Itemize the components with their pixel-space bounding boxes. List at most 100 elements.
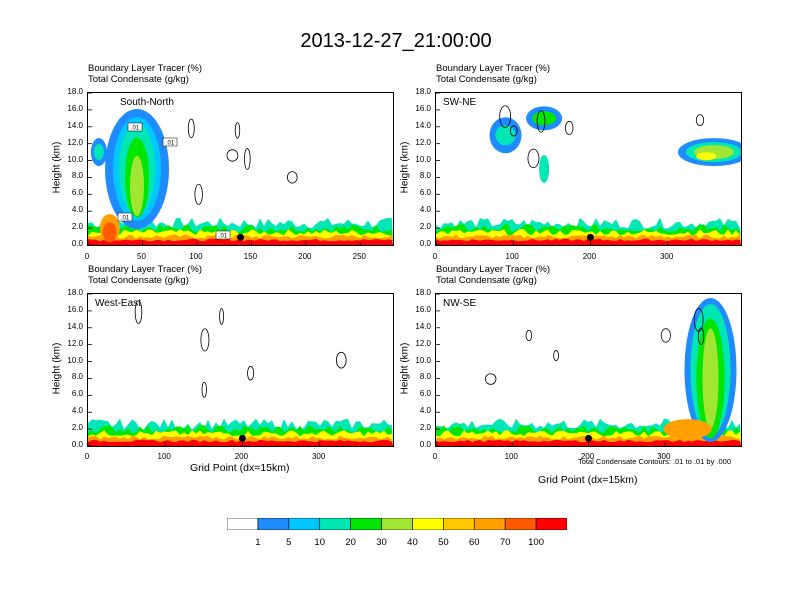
bl-hotspot-core (102, 222, 117, 243)
panel-1-plot-area: .01 .01 .01 .01 (87, 92, 394, 246)
svg-text:.01: .01 (219, 234, 228, 240)
panel-2-section-label: SW-NE (443, 97, 477, 108)
panel-2-ytick: 4.0 (419, 205, 431, 215)
panel-3-title: Boundary Layer Tracer (%) (88, 264, 203, 275)
panel-2-xtick: 200 (582, 252, 597, 261)
tower-base (663, 419, 712, 440)
panel-2-ytick: 0.0 (419, 239, 431, 248)
panel-2-ytick: 12.0 (415, 137, 431, 147)
colorbar-swatch-6 (412, 518, 444, 530)
colorbar (227, 518, 567, 530)
panel-2-xtick: 100 (505, 252, 519, 261)
location-marker (585, 434, 592, 442)
panel-1-ytick: 8.0 (71, 171, 83, 181)
panel-4-ytick: 14.0 (415, 321, 431, 331)
anvil-core (696, 152, 717, 161)
panel-3-ytick: 18.0 (67, 288, 83, 297)
bl-band-4 (436, 238, 741, 245)
colorbar-swatch-7 (443, 518, 475, 530)
panel-4-ytick: 10.0 (415, 355, 431, 365)
contour-label-3: .01 (215, 230, 231, 240)
panel-4-section-label: NW-SE (443, 298, 477, 309)
panel-1-xtick: 0 (84, 252, 90, 261)
colorbar-level-4: 30 (376, 537, 387, 548)
panel-3-subtitle: Total Condensate (g/kg) (88, 275, 189, 286)
panel-1-ytick: 12.0 (67, 137, 83, 147)
colorbar-level-7: 60 (468, 537, 480, 548)
panel-1-subtitle: Total Condensate (g/kg) (88, 74, 189, 85)
panel-4-xtick: 100 (504, 452, 518, 461)
location-marker (238, 434, 246, 442)
condensate-contour-2 (564, 120, 574, 135)
svg-text:.01: .01 (166, 141, 175, 147)
svg-text:.01: .01 (121, 216, 130, 222)
condensate-contour-5 (525, 329, 533, 342)
panel-1-ytick: 10.0 (67, 154, 83, 164)
contour-label-0: .01 (127, 122, 143, 132)
panel-1-ytick: 2.0 (71, 222, 83, 232)
panel-1-ytick: 6.0 (71, 188, 83, 198)
colorbar-swatch-3 (319, 518, 351, 530)
x-axis-title-left: Grid Point (dx=15km) (190, 462, 290, 474)
condensate-contour-1 (219, 308, 225, 325)
panel-2-plot-area (435, 92, 742, 246)
colorbar-swatch-2 (288, 518, 321, 530)
condensate-contour-0 (695, 114, 705, 126)
panel-1-xtick: 100 (189, 252, 203, 261)
panel-3-plot-area (87, 293, 394, 447)
bl-band-4 (88, 439, 393, 446)
panel-1-xtick: 150 (243, 252, 258, 261)
panel-1-ytick: 16.0 (67, 103, 83, 113)
colorbar-level-3: 20 (345, 537, 356, 548)
panel-3-ytick: 16.0 (67, 304, 83, 314)
plume-core (130, 155, 145, 216)
condensate-contour-3 (527, 148, 540, 169)
panel-2-field (436, 93, 741, 245)
condensate-contour-4 (660, 328, 671, 343)
condensate-contour-2 (484, 373, 497, 385)
panel-3-ytick: 12.0 (67, 338, 83, 348)
panel-4-xtick: 200 (580, 452, 595, 461)
condensate-contour-4 (509, 125, 518, 137)
colorbar-swatch-1 (257, 518, 290, 530)
colorbar-swatch-0 (227, 518, 259, 530)
panel-1-xtick: 250 (352, 252, 366, 261)
panel-4-title: Boundary Layer Tracer (%) (436, 264, 551, 275)
panel-2-ytick: 14.0 (415, 120, 431, 130)
tower-core (702, 328, 719, 429)
cloud-left-core (93, 144, 104, 161)
condensate-contour-2 (244, 148, 251, 170)
panel-1-ytick: 14.0 (67, 120, 83, 130)
contour-label-1: .01 (162, 137, 178, 147)
bl-band-4 (88, 238, 393, 245)
x-axis-title-right: Grid Point (dx=15km) (538, 474, 638, 486)
condensate-contour-1 (697, 327, 705, 345)
condensate-contour-4 (234, 122, 241, 139)
condensate-contour-5 (194, 183, 203, 205)
panel-1-xtick: 200 (298, 252, 312, 261)
panel-1-ytick: 4.0 (71, 205, 83, 215)
colorbar-swatch-8 (473, 518, 506, 530)
condensate-contour-3 (201, 381, 207, 398)
colorbar-level-0: 1 (255, 537, 261, 548)
panel-1-field: .01 .01 .01 .01 (88, 93, 393, 245)
panel-2-ytick: 16.0 (415, 103, 431, 113)
panel-3-xtick: 100 (157, 452, 171, 461)
panel-2-title: Boundary Layer Tracer (%) (436, 63, 551, 74)
panel-1-section-label: South-North (120, 97, 174, 108)
panel-2-ytick: 8.0 (419, 171, 431, 181)
condensate-contour-1 (226, 149, 239, 162)
panel-2-ytick: 10.0 (415, 154, 431, 164)
colorbar-level-2: 10 (314, 537, 325, 548)
panel-4-ytick: 8.0 (419, 372, 431, 382)
panel-3-xtick: 0 (84, 452, 90, 461)
cloud-a-core (495, 125, 516, 146)
panel-2-ytick: 6.0 (419, 188, 431, 198)
panel-3-ytick: 0.0 (71, 440, 83, 449)
svg-text:.01: .01 (131, 126, 140, 132)
panel-4-ytick: 6.0 (419, 389, 431, 399)
contour-footnote: Total Condensate Contours: .01 to .01 by… (578, 457, 732, 466)
figure-title: 2013-12-27_21:00:00 (300, 30, 492, 52)
panel-3-ytick: 14.0 (67, 321, 83, 331)
colorbar-swatch-10 (535, 518, 567, 530)
